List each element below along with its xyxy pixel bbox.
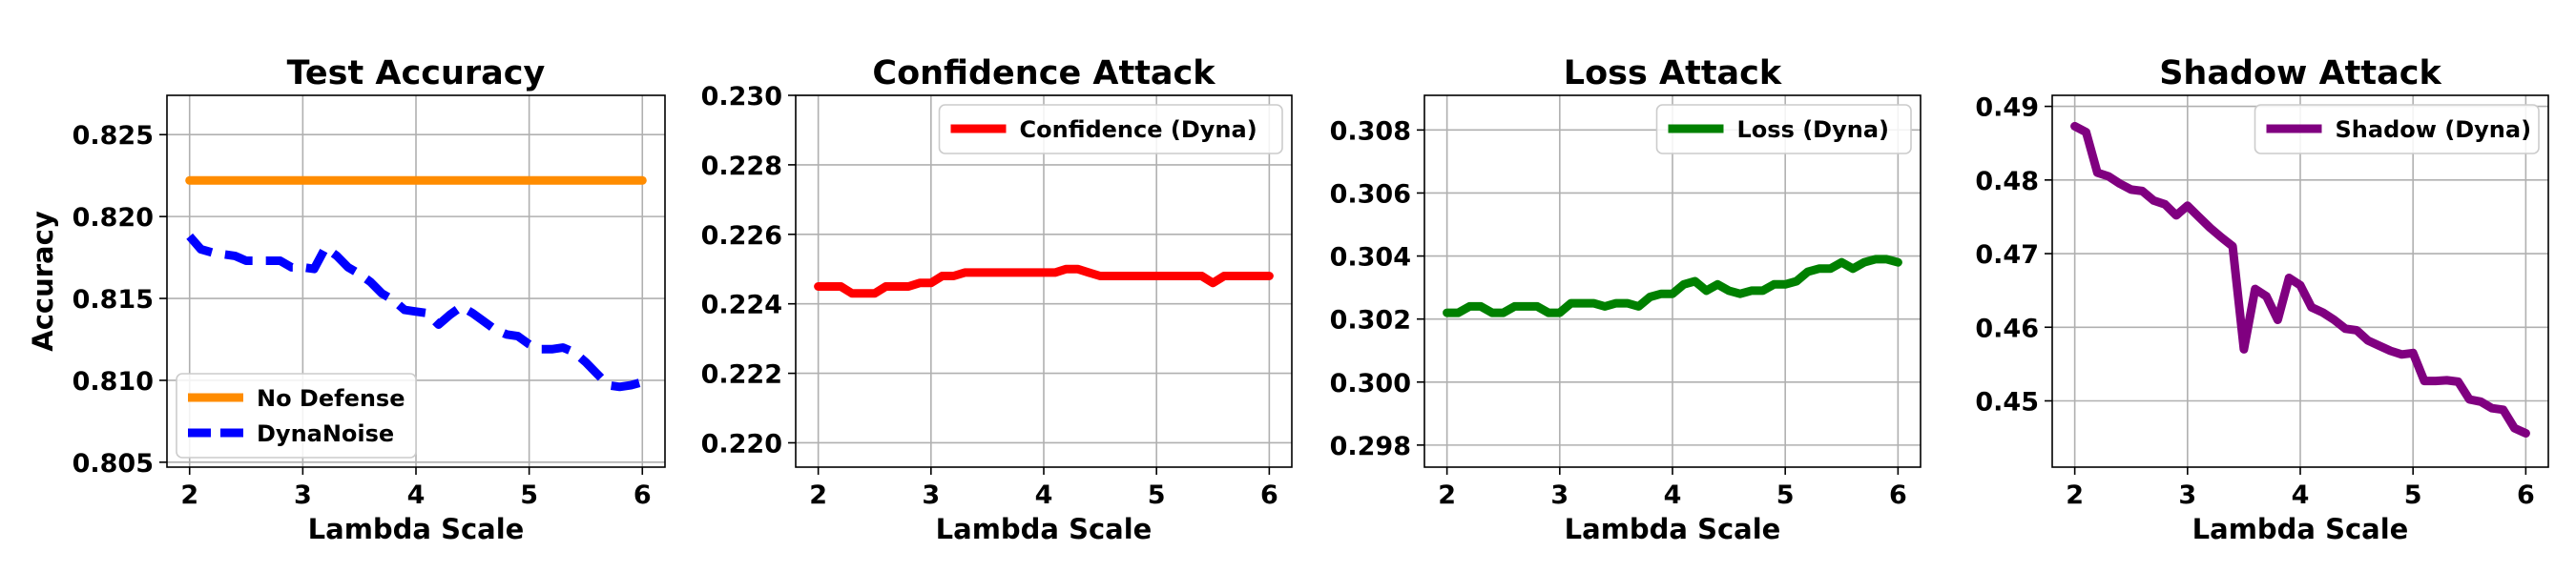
y-tick-label: 0.45 bbox=[1975, 387, 2039, 417]
x-tick-label: 2 bbox=[809, 480, 827, 510]
x-tick-label: 4 bbox=[2292, 480, 2310, 510]
x-tick-label: 5 bbox=[520, 480, 538, 510]
y-tick-label: 0.222 bbox=[701, 360, 782, 390]
x-tick-label: 4 bbox=[407, 480, 426, 510]
x-tick-label: 5 bbox=[2404, 480, 2422, 510]
plot-frame bbox=[1423, 94, 1922, 468]
y-tick-label: 0.230 bbox=[701, 82, 782, 112]
legend-label: Shadow (Dyna) bbox=[2336, 116, 2532, 143]
chart-panel-4: 2 3 4 5 6 0.45 0.46 0.47 0.48 0.49 Shadow Attack La… bbox=[1975, 54, 2549, 545]
x-axis-label: Lambda Scale bbox=[2192, 513, 2409, 545]
chart-panel-1: 2 3 4 5 6 0.805 0.810 0.815 0.820 0.825 Test Accur… bbox=[27, 54, 666, 545]
y-axis-label: Accuracy bbox=[27, 211, 59, 352]
chart-panel-2: 2 3 4 5 6 0.220 0.222 0.224 0.226 0.228 0.230 Confi… bbox=[701, 54, 1293, 545]
legend: Confidence (Dyna) bbox=[938, 104, 1283, 154]
y-tick-label: 0.820 bbox=[73, 203, 154, 233]
x-tick-label: 2 bbox=[180, 480, 198, 510]
x-tick-label: 6 bbox=[1889, 480, 1907, 510]
x-tick-label: 4 bbox=[1035, 480, 1053, 510]
y-tick-label: 0.48 bbox=[1975, 167, 2039, 196]
x-axis-label: Lambda Scale bbox=[1565, 513, 1781, 545]
legend-box bbox=[1655, 104, 1912, 154]
x-tick-label: 6 bbox=[1260, 480, 1278, 510]
plot-frame bbox=[795, 94, 1293, 468]
legend: Loss (Dyna) bbox=[1655, 104, 1912, 154]
legend-label: No Defense bbox=[257, 385, 405, 412]
chart-title: Loss Attack bbox=[1564, 54, 1782, 92]
chart-title: Test Accuracy bbox=[287, 54, 546, 92]
y-tick-label: 0.300 bbox=[1330, 369, 1411, 398]
series-line-loss-dyna bbox=[1443, 255, 1902, 317]
x-axis-label: Lambda Scale bbox=[936, 513, 1153, 545]
y-tick-label: 0.825 bbox=[73, 121, 154, 151]
y-tick-label: 0.224 bbox=[701, 291, 782, 320]
x-tick-label: 6 bbox=[634, 480, 652, 510]
series-line-confidence-dyna bbox=[814, 264, 1274, 298]
y-tick-label: 0.228 bbox=[701, 152, 782, 181]
y-tick-label: 0.810 bbox=[73, 367, 154, 397]
y-tick-label: 0.220 bbox=[701, 429, 782, 459]
series-line-dynanoise bbox=[186, 233, 644, 392]
y-tick-label: 0.308 bbox=[1330, 116, 1411, 146]
x-tick-label: 4 bbox=[1664, 480, 1682, 510]
legend: Shadow (Dyna) bbox=[2254, 104, 2540, 154]
plot-frame bbox=[2051, 94, 2549, 468]
y-tick-label: 0.815 bbox=[73, 285, 154, 315]
legend-box bbox=[938, 104, 1283, 154]
chart-title: Shadow Attack bbox=[2159, 54, 2441, 92]
x-tick-label: 2 bbox=[1438, 480, 1456, 510]
plot-frame bbox=[166, 94, 666, 468]
x-tick-label: 5 bbox=[1776, 480, 1795, 510]
y-tick-label: 0.226 bbox=[701, 221, 782, 251]
y-tick-label: 0.47 bbox=[1975, 240, 2039, 270]
series-line-shadow-dyna bbox=[2070, 121, 2530, 438]
y-tick-label: 0.302 bbox=[1330, 306, 1411, 336]
y-tick-label: 0.298 bbox=[1330, 432, 1411, 461]
x-tick-label: 3 bbox=[2178, 480, 2196, 510]
legend: No Defense DynaNoise bbox=[176, 373, 417, 459]
y-tick-label: 0.805 bbox=[73, 449, 154, 479]
x-tick-label: 3 bbox=[294, 480, 312, 510]
y-tick-label: 0.304 bbox=[1330, 243, 1411, 273]
legend-box bbox=[2254, 104, 2540, 154]
chart-panel-3: 2 3 4 5 6 0.298 0.300 0.302 0.304 0.306 0.308 Loss … bbox=[1330, 54, 1922, 545]
legend-label: Confidence (Dyna) bbox=[1020, 116, 1257, 143]
y-tick-label: 0.49 bbox=[1975, 93, 2039, 123]
x-tick-label: 2 bbox=[2066, 480, 2084, 510]
x-tick-label: 6 bbox=[2517, 480, 2535, 510]
x-tick-label: 3 bbox=[1550, 480, 1568, 510]
legend-label: DynaNoise bbox=[257, 420, 394, 447]
legend-label: Loss (Dyna) bbox=[1737, 116, 1890, 143]
x-tick-label: 3 bbox=[922, 480, 940, 510]
chart-title: Confidence Attack bbox=[872, 54, 1215, 92]
x-tick-label: 5 bbox=[1148, 480, 1166, 510]
y-tick-label: 0.306 bbox=[1330, 179, 1411, 209]
x-axis-label: Lambda Scale bbox=[308, 513, 525, 545]
y-tick-label: 0.46 bbox=[1975, 314, 2039, 343]
